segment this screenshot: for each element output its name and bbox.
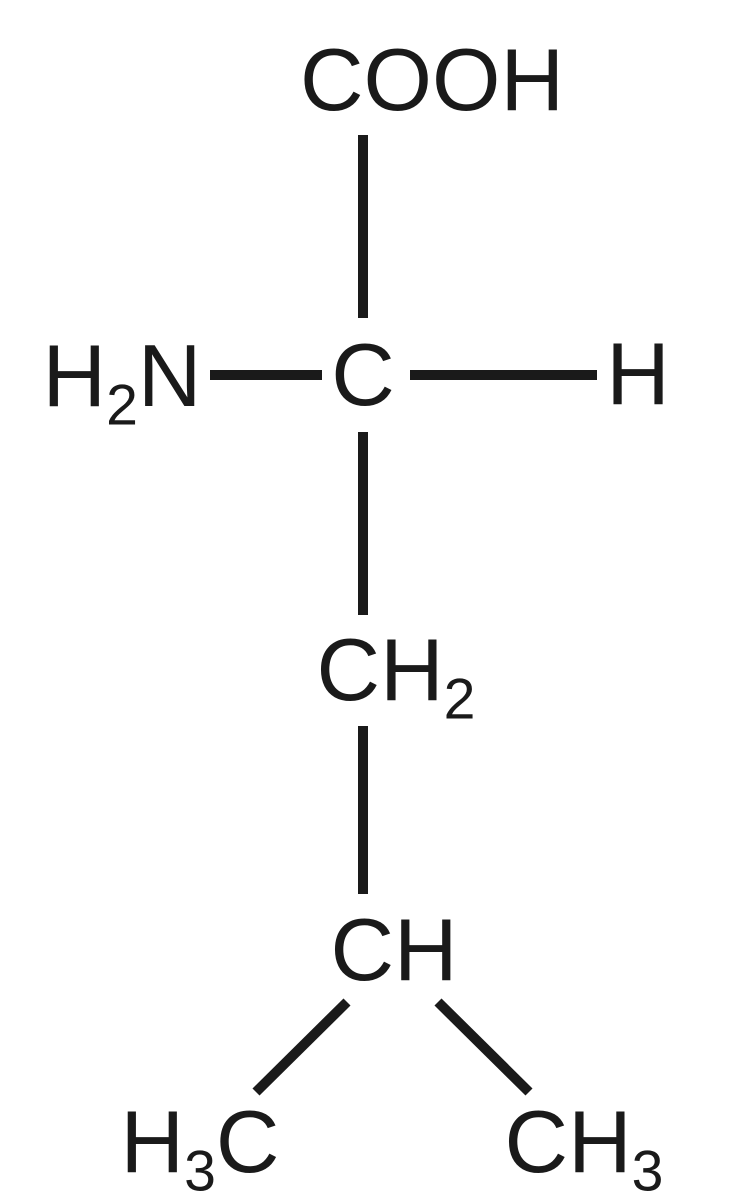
chemical-structure-diagram: COOH C H2N H CH2 CH H3C CH3 — [0, 0, 738, 1200]
bond-ch-ch3 — [438, 1002, 529, 1092]
bond-ch-h3c — [256, 1002, 347, 1092]
atom-label-ch3: CH3 — [505, 1098, 664, 1186]
atom-label-h2n: H2N — [43, 332, 202, 420]
atom-label-h: H — [606, 330, 670, 418]
atom-label-ch: CH — [330, 906, 457, 994]
bond-layer — [0, 0, 738, 1200]
atom-label-ch2: CH2 — [317, 626, 476, 714]
atom-label-h3c: H3C — [121, 1098, 280, 1186]
atom-label-c: C — [331, 331, 395, 419]
atom-label-cooh: COOH — [300, 36, 564, 124]
